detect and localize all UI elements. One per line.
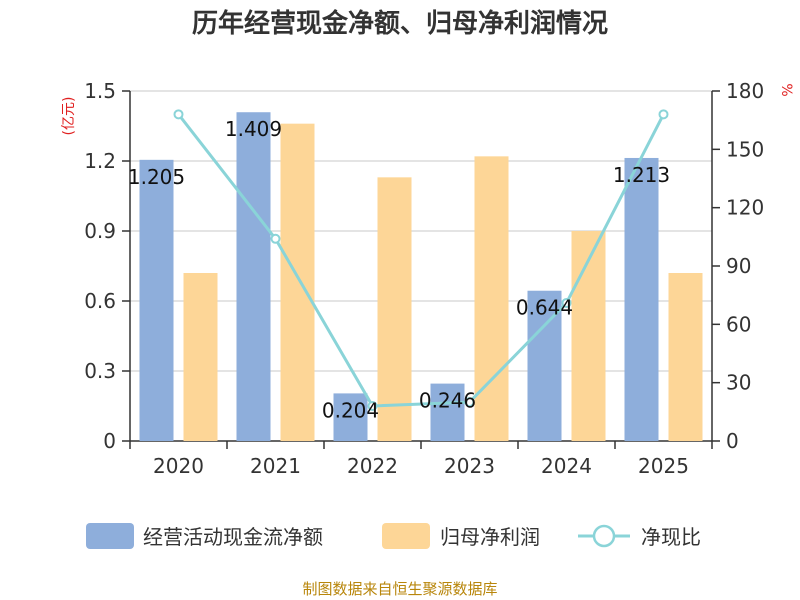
x-tick-label: 2024 (541, 454, 592, 478)
legend-swatch-np (382, 523, 430, 549)
source-note: 制图数据来自恒生聚源数据库 (302, 580, 497, 598)
ratio-point (173, 109, 184, 120)
x-tick-label: 2025 (638, 454, 689, 478)
ratio-point (464, 397, 475, 408)
legend-swatch-ocf (86, 523, 134, 549)
x-tick-label: 2021 (250, 454, 301, 478)
bar-ocf (624, 157, 659, 441)
axes: 0 0.3 0.6 0.9 1.2 1.5 0 30 60 90 120 150 180 2020 2021… (84, 79, 764, 478)
right-tick-label: 30 (726, 371, 751, 395)
left-tick-label: 0 (103, 429, 116, 453)
bar-np (668, 273, 703, 441)
bar-np (474, 156, 509, 442)
bar-data-label: 1.213 (613, 163, 670, 187)
left-tick-label: 0.6 (84, 289, 116, 313)
legend-label-ocf: 经营活动现金流净额 (143, 525, 323, 549)
bar-ocf (333, 393, 368, 441)
right-tick-label: 180 (726, 79, 764, 103)
right-tick-label: 90 (726, 254, 751, 278)
bar-np (377, 177, 412, 442)
bar-data-label: 0.246 (419, 389, 476, 413)
legend-label-ratio: 净现比 (641, 525, 701, 549)
bar-ocf (139, 159, 174, 442)
bar-data-label: 0.644 (516, 296, 573, 320)
bar-ocf (430, 383, 465, 441)
legend-item-ocf[interactable]: 经营活动现金流净额 (86, 523, 323, 549)
legend-item-ratio[interactable]: 净现比 (578, 524, 701, 549)
bars (139, 112, 703, 442)
right-tick-label: 0 (726, 429, 739, 453)
ratio-point (270, 233, 281, 244)
legend: 经营活动现金流净额 归母净利润 净现比 (86, 523, 701, 549)
ratio-point (367, 401, 378, 411)
left-axis-unit: (亿元) (61, 97, 77, 136)
bar-np (571, 231, 606, 441)
left-tick-label: 0.3 (84, 359, 116, 383)
ratio-point (561, 297, 572, 308)
x-tick-label: 2022 (347, 454, 398, 478)
left-tick-label: 1.2 (84, 149, 116, 173)
bar-np (183, 273, 218, 441)
legend-item-np[interactable]: 归母净利润 (382, 523, 540, 549)
data-labels: 1.205 1.409 0.204 0.246 0.644 1.213 (128, 117, 670, 422)
bar-ocf (236, 112, 271, 441)
bar-np (280, 123, 315, 442)
bar-data-label: 0.204 (322, 398, 379, 422)
right-axis-unit: % (778, 83, 794, 96)
right-tick-label: 60 (726, 312, 751, 336)
legend-label-np: 归母净利润 (440, 525, 540, 549)
left-tick-label: 0.9 (84, 219, 116, 243)
right-tick-label: 120 (726, 196, 764, 220)
bar-data-label: 1.205 (128, 165, 185, 189)
ratio-line-series (173, 109, 669, 411)
ratio-point (658, 109, 669, 120)
left-tick-label: 1.5 (84, 79, 116, 103)
x-tick-label: 2023 (444, 454, 495, 478)
x-tick-label: 2020 (153, 454, 204, 478)
chart-title: 历年经营现金净额、归母净利润情况 (192, 8, 608, 39)
right-tick-label: 150 (726, 137, 764, 161)
ratio-line (177, 113, 665, 408)
legend-marker-ratio (592, 524, 616, 548)
bar-data-label: 1.409 (225, 117, 282, 141)
